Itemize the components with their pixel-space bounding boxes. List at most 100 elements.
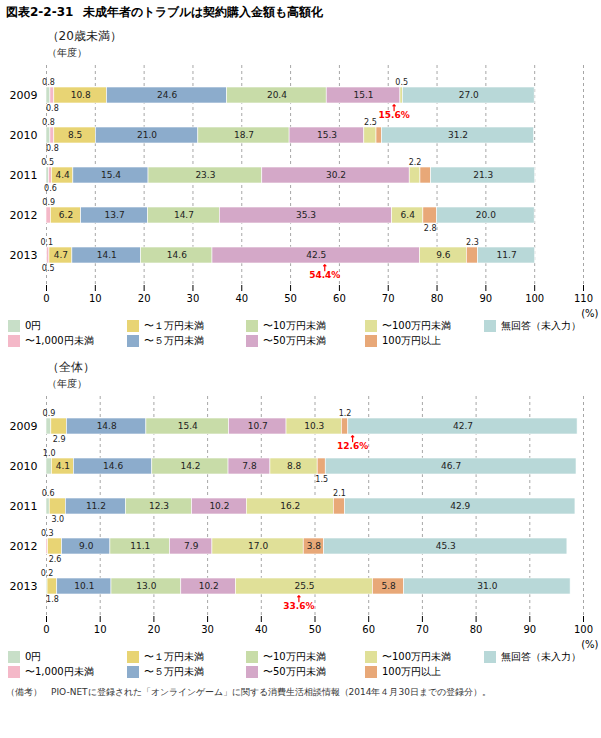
svg-text:3.0: 3.0 bbox=[51, 515, 64, 524]
svg-text:8.5: 8.5 bbox=[68, 130, 82, 140]
svg-text:（全体）: （全体） bbox=[47, 360, 95, 374]
svg-text:17.0: 17.0 bbox=[248, 541, 268, 551]
svg-text:0.9: 0.9 bbox=[42, 198, 55, 207]
svg-text:5.8: 5.8 bbox=[381, 581, 396, 591]
svg-text:4.4: 4.4 bbox=[55, 170, 70, 180]
svg-text:2012: 2012 bbox=[10, 209, 38, 222]
svg-text:42.7: 42.7 bbox=[453, 421, 473, 431]
svg-text:15.4: 15.4 bbox=[178, 421, 198, 431]
svg-text:15.1: 15.1 bbox=[354, 90, 374, 100]
svg-text:25.5: 25.5 bbox=[295, 581, 315, 591]
svg-text:2013: 2013 bbox=[10, 249, 38, 262]
svg-text:16.2: 16.2 bbox=[280, 501, 300, 511]
svg-text:11.7: 11.7 bbox=[497, 250, 517, 260]
svg-text:7.9: 7.9 bbox=[184, 541, 199, 551]
svg-text:2.5: 2.5 bbox=[364, 118, 377, 127]
svg-text:100: 100 bbox=[574, 624, 593, 635]
svg-text:0.8: 0.8 bbox=[46, 144, 59, 153]
svg-text:42.9: 42.9 bbox=[450, 501, 470, 511]
svg-text:30: 30 bbox=[187, 293, 200, 304]
svg-text:23.3: 23.3 bbox=[195, 170, 215, 180]
svg-text:0: 0 bbox=[43, 624, 49, 635]
svg-text:15.6%: 15.6% bbox=[378, 110, 409, 120]
svg-text:7.8: 7.8 bbox=[242, 461, 257, 471]
svg-text:14.2: 14.2 bbox=[180, 461, 200, 471]
svg-text:31.2: 31.2 bbox=[448, 130, 468, 140]
svg-text:15.4: 15.4 bbox=[101, 170, 121, 180]
svg-text:42.5: 42.5 bbox=[306, 250, 326, 260]
svg-text:40: 40 bbox=[255, 624, 268, 635]
svg-text:20.0: 20.0 bbox=[476, 210, 496, 220]
svg-text:2009: 2009 bbox=[10, 420, 38, 433]
svg-text:6.2: 6.2 bbox=[59, 210, 73, 220]
svg-text:35.3: 35.3 bbox=[296, 210, 316, 220]
svg-text:10.1: 10.1 bbox=[74, 581, 94, 591]
svg-text:24.6: 24.6 bbox=[157, 90, 177, 100]
svg-text:90: 90 bbox=[523, 624, 536, 635]
svg-text:1.0: 1.0 bbox=[43, 449, 56, 458]
svg-text:10.8: 10.8 bbox=[71, 90, 91, 100]
svg-text:30: 30 bbox=[201, 624, 214, 635]
svg-text:0.3: 0.3 bbox=[41, 529, 54, 538]
svg-text:2.3: 2.3 bbox=[466, 238, 479, 247]
svg-text:10.2: 10.2 bbox=[209, 501, 229, 511]
svg-text:70: 70 bbox=[416, 624, 429, 635]
svg-text:9.6: 9.6 bbox=[436, 250, 451, 260]
svg-text:2.6: 2.6 bbox=[49, 555, 62, 564]
svg-text:80: 80 bbox=[431, 293, 444, 304]
svg-text:60: 60 bbox=[362, 624, 375, 635]
svg-text:10: 10 bbox=[94, 624, 107, 635]
svg-text:2011: 2011 bbox=[10, 169, 38, 182]
svg-text:50: 50 bbox=[309, 624, 322, 635]
svg-text:20: 20 bbox=[148, 624, 161, 635]
svg-text:30.2: 30.2 bbox=[326, 170, 346, 180]
svg-text:20.4: 20.4 bbox=[267, 90, 287, 100]
svg-text:0.8: 0.8 bbox=[42, 78, 55, 87]
svg-text:21.3: 21.3 bbox=[473, 170, 493, 180]
svg-text:（年度）: （年度） bbox=[47, 47, 87, 58]
svg-text:14.1: 14.1 bbox=[97, 250, 117, 260]
svg-text:0.6: 0.6 bbox=[42, 489, 55, 498]
svg-text:12.3: 12.3 bbox=[149, 501, 169, 511]
svg-text:2010: 2010 bbox=[10, 129, 38, 142]
svg-text:11.2: 11.2 bbox=[86, 501, 106, 511]
svg-text:13.7: 13.7 bbox=[105, 210, 125, 220]
svg-text:20: 20 bbox=[138, 293, 151, 304]
svg-text:33.6%: 33.6% bbox=[283, 601, 314, 611]
svg-text:1.2: 1.2 bbox=[339, 409, 352, 418]
svg-text:110: 110 bbox=[574, 293, 593, 304]
svg-text:40: 40 bbox=[235, 293, 248, 304]
svg-text:（20歳未満）: （20歳未満） bbox=[47, 29, 122, 43]
svg-text:0.6: 0.6 bbox=[44, 184, 57, 193]
svg-text:0.8: 0.8 bbox=[46, 104, 59, 113]
svg-text:31.0: 31.0 bbox=[477, 581, 497, 591]
svg-text:3.8: 3.8 bbox=[307, 541, 322, 551]
svg-text:14.6: 14.6 bbox=[167, 250, 187, 260]
svg-text:21.0: 21.0 bbox=[137, 130, 157, 140]
svg-text:0.5: 0.5 bbox=[41, 158, 54, 167]
svg-text:0: 0 bbox=[43, 293, 49, 304]
svg-text:14.8: 14.8 bbox=[97, 421, 117, 431]
svg-text:（年度）: （年度） bbox=[47, 378, 87, 389]
svg-text:14.7: 14.7 bbox=[174, 210, 194, 220]
svg-text:100: 100 bbox=[525, 293, 544, 304]
svg-text:0.2: 0.2 bbox=[41, 569, 54, 578]
svg-text:11.1: 11.1 bbox=[130, 541, 150, 551]
svg-text:50: 50 bbox=[284, 293, 297, 304]
svg-text:10.7: 10.7 bbox=[248, 421, 268, 431]
svg-text:2011: 2011 bbox=[10, 500, 38, 513]
svg-text:8.8: 8.8 bbox=[287, 461, 302, 471]
svg-text:2012: 2012 bbox=[10, 540, 38, 553]
svg-text:15.3: 15.3 bbox=[317, 130, 337, 140]
svg-text:(%): (%) bbox=[581, 308, 598, 319]
svg-text:9.0: 9.0 bbox=[79, 541, 94, 551]
svg-text:0.9: 0.9 bbox=[43, 409, 56, 418]
svg-text:54.4%: 54.4% bbox=[309, 270, 340, 280]
svg-text:1.8: 1.8 bbox=[46, 595, 59, 604]
svg-text:14.6: 14.6 bbox=[103, 461, 123, 471]
svg-text:2010: 2010 bbox=[10, 460, 38, 473]
svg-text:27.0: 27.0 bbox=[459, 90, 479, 100]
svg-text:4.7: 4.7 bbox=[54, 250, 68, 260]
svg-text:10: 10 bbox=[89, 293, 102, 304]
svg-text:0.1: 0.1 bbox=[40, 238, 53, 247]
